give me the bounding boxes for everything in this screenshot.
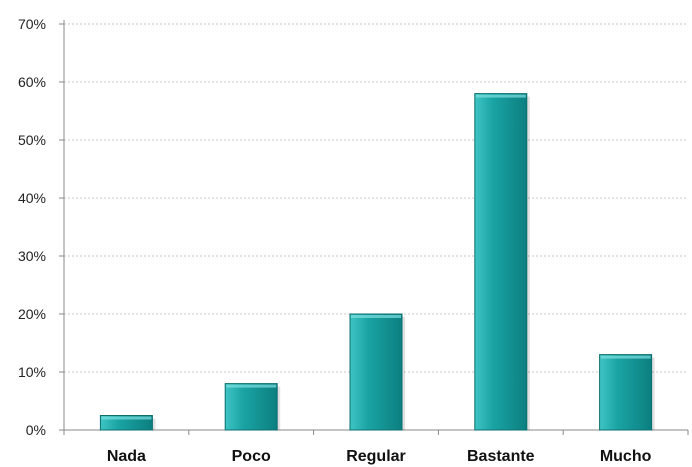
- y-tick-label: 50%: [18, 132, 46, 148]
- gridlines: [64, 23, 688, 373]
- x-category-label: Bastante: [467, 448, 535, 465]
- bar-highlight: [475, 94, 526, 98]
- y-axis-tick-labels: 0% 10% 20% 30% 40% 50% 60% 70%: [18, 16, 46, 438]
- y-tick-label: 30%: [18, 248, 46, 264]
- y-tick-label: 0%: [26, 422, 46, 438]
- bar-highlight: [600, 355, 651, 359]
- bar-highlight: [351, 315, 401, 318]
- y-tick-label: 20%: [18, 306, 46, 322]
- y-tick-label: 60%: [18, 74, 46, 90]
- y-tick-label: 10%: [18, 364, 46, 380]
- y-tick-label: 70%: [18, 16, 46, 32]
- x-category-label: Regular: [346, 448, 406, 465]
- x-category-label: Poco: [232, 448, 271, 465]
- bars: [99, 93, 655, 431]
- bar-mucho: [599, 354, 653, 431]
- bar-regular: [349, 313, 403, 431]
- bar-highlight: [226, 384, 277, 388]
- x-axis-category-labels: Nada Poco Regular Bastante Mucho: [107, 448, 652, 465]
- x-category-label: Nada: [107, 448, 146, 465]
- y-tick-label: 40%: [18, 190, 46, 206]
- bar-poco: [224, 383, 278, 431]
- x-category-label: Mucho: [600, 448, 652, 465]
- bar-highlight: [101, 416, 152, 420]
- bar-bastante: [474, 93, 528, 431]
